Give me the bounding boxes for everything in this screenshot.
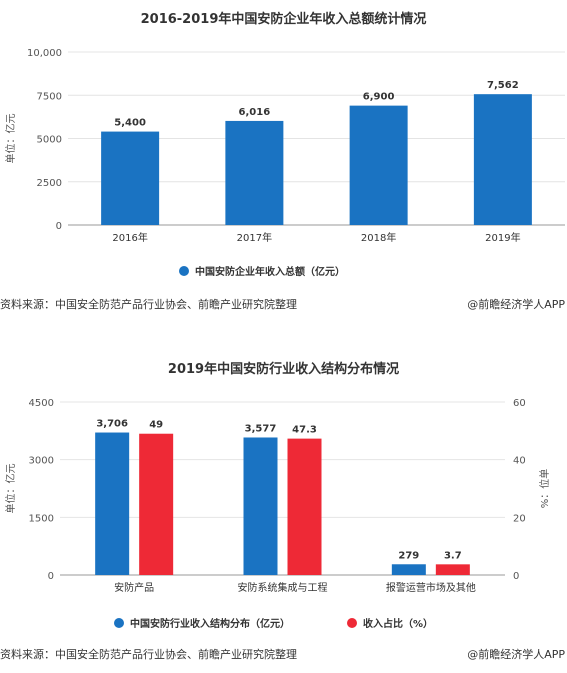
data-label: 3,577 [245, 423, 277, 434]
bar [225, 120, 284, 225]
x-tick-label: 2019年 [485, 231, 520, 244]
bar [101, 131, 160, 225]
chart2-title: 2019年中国安防行业收入结构分布情况 [167, 362, 400, 377]
bar [349, 105, 408, 225]
y-right-axis-title: %：位单 [538, 469, 551, 509]
data-label: 6,900 [363, 92, 395, 103]
legend-label: 收入占比（%） [363, 617, 433, 630]
y-axis-title: 单位：亿元 [4, 464, 17, 514]
bar [391, 564, 426, 575]
data-label: 3,706 [96, 419, 128, 430]
y-tick-label: 0 [56, 221, 62, 232]
x-tick-label: 安防产品 [114, 581, 154, 594]
legend-marker [347, 618, 357, 628]
chart2: 0 1500 3000 4500 0 20 40 60 3,706 49 安防产品 3,577 47.3… [4, 398, 551, 630]
legend-label: 中国安防行业收入结构分布（亿元） [130, 617, 290, 630]
x-tick-label: 2016年 [112, 231, 147, 244]
y-tick-label: 4500 [29, 398, 54, 409]
bar [139, 433, 174, 575]
y-tick-label: 2500 [37, 178, 62, 189]
data-label: 5,400 [114, 118, 146, 129]
data-label: 3.7 [444, 550, 462, 561]
chart1-credit: @前瞻经济学人APP [467, 298, 565, 311]
x-tick-label: 报警运营市场及其他 [386, 581, 476, 594]
y-tick-label: 5000 [37, 135, 62, 146]
legend-marker [179, 266, 189, 276]
chart2-source-note: 资料来源：中国安全防范产品行业协会、前瞻产业研究院整理 [0, 648, 297, 661]
bar [473, 94, 532, 225]
legend-label: 中国安防企业年收入总额（亿元） [195, 265, 345, 278]
chart1: 0 2500 5000 7500 10,000 5,400 2016年 6,016 2017年 6… [4, 48, 565, 278]
y-tick-label: 1500 [29, 513, 54, 524]
y-tick-label: 3000 [29, 456, 54, 467]
y-right-tick-label: 40 [513, 456, 526, 467]
bar [435, 564, 470, 575]
bar [95, 432, 130, 575]
y-tick-label: 0 [48, 571, 54, 582]
y-right-tick-label: 20 [513, 513, 526, 524]
y-tick-label: 7500 [37, 91, 62, 102]
y-axis-title: 单位：亿元 [4, 114, 17, 164]
data-label: 49 [149, 420, 163, 431]
chart2-credit: @前瞻经济学人APP [467, 648, 565, 661]
data-label: 7,562 [487, 80, 519, 91]
legend-marker [114, 618, 124, 628]
data-label: 279 [398, 550, 419, 561]
data-label: 6,016 [239, 107, 271, 118]
y-right-tick-label: 0 [513, 571, 519, 582]
y-right-tick-label: 60 [513, 398, 526, 409]
chart1-source-note: 资料来源：中国安全防范产品行业协会、前瞻产业研究院整理 [0, 298, 297, 311]
data-label: 47.3 [292, 425, 317, 436]
bar [243, 437, 278, 575]
x-tick-label: 2017年 [237, 231, 272, 244]
chart1-title: 2016-2019年中国安防企业年收入总额统计情况 [140, 12, 427, 27]
x-tick-label: 安防系统集成与工程 [238, 581, 328, 594]
y-tick-label: 10,000 [27, 48, 62, 59]
x-tick-label: 2018年 [361, 231, 396, 244]
bar [287, 438, 322, 575]
